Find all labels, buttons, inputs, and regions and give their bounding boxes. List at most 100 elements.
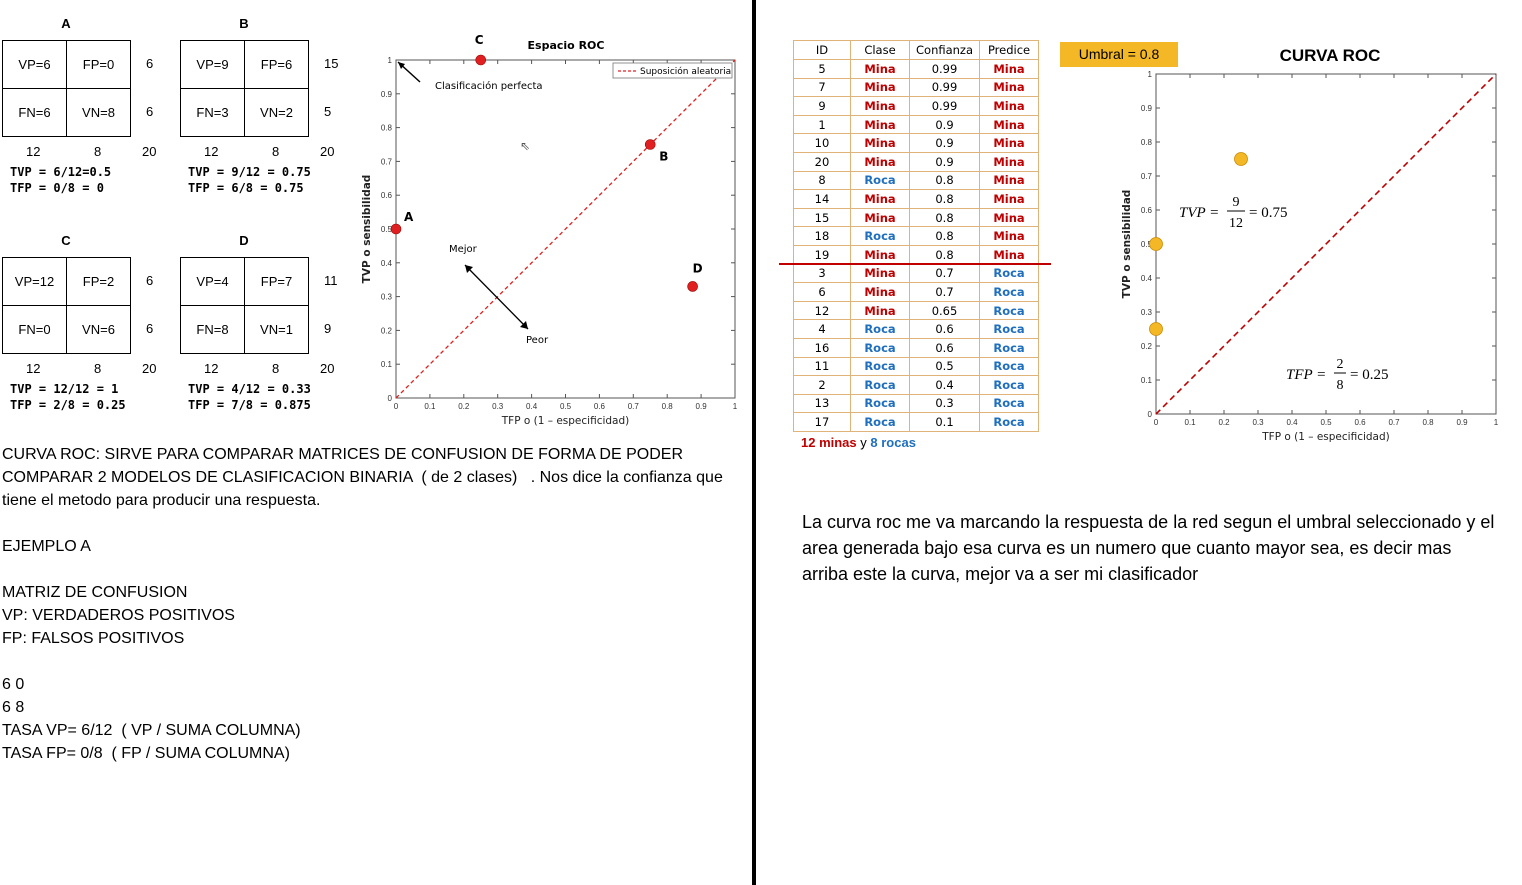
table-cell: 14 [793, 189, 851, 209]
footer-rocas: 8 rocas [870, 435, 916, 450]
matrix-letter: D [239, 233, 249, 248]
table-cell: 0.7 [908, 282, 981, 302]
total-sum: 20 [320, 361, 335, 376]
col-sum: 12 [204, 361, 219, 376]
tvp-value: = 0.75 [1249, 205, 1287, 221]
random-guess-line [1155, 73, 1497, 415]
table-cell: 8 [793, 170, 851, 191]
table-cell: Mina [850, 77, 910, 98]
note-p6: 6 0 [2, 676, 25, 693]
x-tick-label: 0.4 [1286, 418, 1298, 427]
confusion-matrix: VP=9 FP=6 FN=3 VN=2 [180, 40, 309, 137]
rate-formulas: TVP = 4/12 = 0.33 TFP = 7/8 = 0.875 [188, 382, 311, 412]
table-row: 5 Mina 0.99 Mina [793, 59, 1040, 79]
y-tick-label: 1 [1148, 70, 1153, 79]
y-tick-label: 0 [1148, 410, 1153, 419]
table-row: 3 Mina 0.7 Roca [793, 263, 1040, 284]
table-cell: Mina [850, 244, 910, 265]
y-tick-label: 0 [388, 394, 393, 403]
fn-cell: FN=6 [2, 88, 67, 137]
tfp-denominator: 8 [1337, 378, 1344, 393]
y-tick-label: 0.9 [381, 90, 393, 99]
table-cell: Mina [979, 133, 1040, 153]
row-sum: 15 [324, 56, 339, 71]
tvp-numerator: 9 [1233, 195, 1240, 210]
table-cell: Mina [850, 151, 910, 172]
threshold-line [779, 263, 1051, 265]
row-sum: 6 [146, 56, 154, 71]
table-cell: 0.4 [908, 375, 981, 395]
table-cell: 0.8 [908, 189, 981, 209]
y-tick-label: 0.3 [1141, 308, 1153, 317]
table-cell: 0.6 [908, 337, 981, 358]
point-label: B [659, 150, 668, 164]
row-sum: 6 [146, 104, 154, 119]
fn-cell: FN=3 [180, 88, 245, 137]
y-tick-label: 0.2 [1141, 342, 1153, 351]
tfp-value: = 0.25 [1350, 367, 1388, 383]
vn-cell: VN=1 [244, 305, 309, 354]
y-axis-label: TVP o sensibilidad [1121, 190, 1133, 299]
table-footer: 12 minas y 8 rocas [801, 435, 916, 450]
table-row: 16 Roca 0.6 Roca [793, 337, 1040, 358]
table-cell: Roca [979, 300, 1040, 321]
x-tick-label: 0.5 [1320, 418, 1332, 427]
table-cell: 19 [793, 244, 851, 265]
table-cell: 20 [793, 151, 851, 172]
total-sum: 20 [142, 361, 157, 376]
table-cell: 0.8 [908, 244, 981, 265]
note-p9: TASA FP= 0/8 ( FP / SUMA COLUMNA) [2, 745, 290, 762]
x-tick-label: 0.3 [492, 402, 504, 411]
x-tick-label: 0.6 [594, 402, 606, 411]
vp-cell: VP=4 [180, 257, 245, 306]
y-tick-label: 0.6 [1141, 206, 1153, 215]
table-row: 11 Roca 0.5 Roca [793, 356, 1040, 377]
left-notes: CURVA ROC: SIRVE PARA COMPARAR MATRICES … [2, 443, 742, 765]
note-p4: VP: VERDADEROS POSITIVOS [2, 607, 235, 624]
table-cell: Roca [979, 319, 1040, 339]
table-cell: 0.9 [908, 114, 981, 135]
random-guess-line [395, 59, 736, 399]
table-row: 10 Mina 0.9 Mina [793, 133, 1040, 153]
table-cell: 0.9 [908, 133, 981, 153]
fp-cell: FP=7 [244, 257, 309, 306]
note-p2: EJEMPLO A [2, 538, 91, 555]
table-cell: Mina [979, 170, 1040, 191]
table-row: 1 Mina 0.9 Mina [793, 114, 1040, 135]
y-tick-label: 0.4 [381, 259, 393, 268]
x-tick-label: 0.2 [458, 402, 470, 411]
vn-cell: VN=2 [244, 88, 309, 137]
x-tick-label: 0 [1154, 418, 1159, 427]
col-sum: 12 [26, 361, 41, 376]
y-tick-label: 0.1 [1141, 376, 1153, 385]
table-cell: Roca [850, 337, 910, 358]
table-header: Confianza [908, 40, 981, 60]
table-cell: 0.9 [908, 151, 981, 172]
row-sum: 9 [324, 321, 332, 336]
row-sum: 6 [146, 273, 154, 288]
table-cell: Roca [850, 412, 910, 432]
perfect-arrow-head [398, 62, 405, 69]
footer-minas: 12 minas [801, 435, 857, 450]
table-cell: 4 [793, 319, 851, 339]
footer-y: y [860, 435, 867, 450]
roc-point [644, 139, 656, 150]
table-row: 15 Mina 0.8 Mina [793, 207, 1040, 228]
table-cell: Mina [850, 133, 910, 153]
legend-box [612, 62, 733, 79]
table-cell: Mina [850, 114, 910, 135]
fp-cell: FP=2 [66, 257, 131, 306]
table-cell: 0.3 [908, 393, 981, 414]
table-cell: Roca [850, 226, 910, 246]
confusion-matrix: VP=12 FP=2 FN=0 VN=6 [2, 257, 131, 354]
tfp-numerator: 2 [1337, 357, 1344, 372]
x-tick-label: 0.2 [1218, 418, 1230, 427]
table-cell: Mina [979, 207, 1040, 228]
table-cell: 17 [793, 412, 851, 432]
table-cell: Mina [979, 96, 1040, 116]
table-cell: Roca [850, 356, 910, 377]
y-tick-label: 0.5 [1141, 240, 1153, 249]
table-row: 6 Mina 0.7 Roca [793, 282, 1040, 302]
x-tick-label: 0.7 [1388, 418, 1400, 427]
x-tick-label: 0.8 [662, 402, 674, 411]
